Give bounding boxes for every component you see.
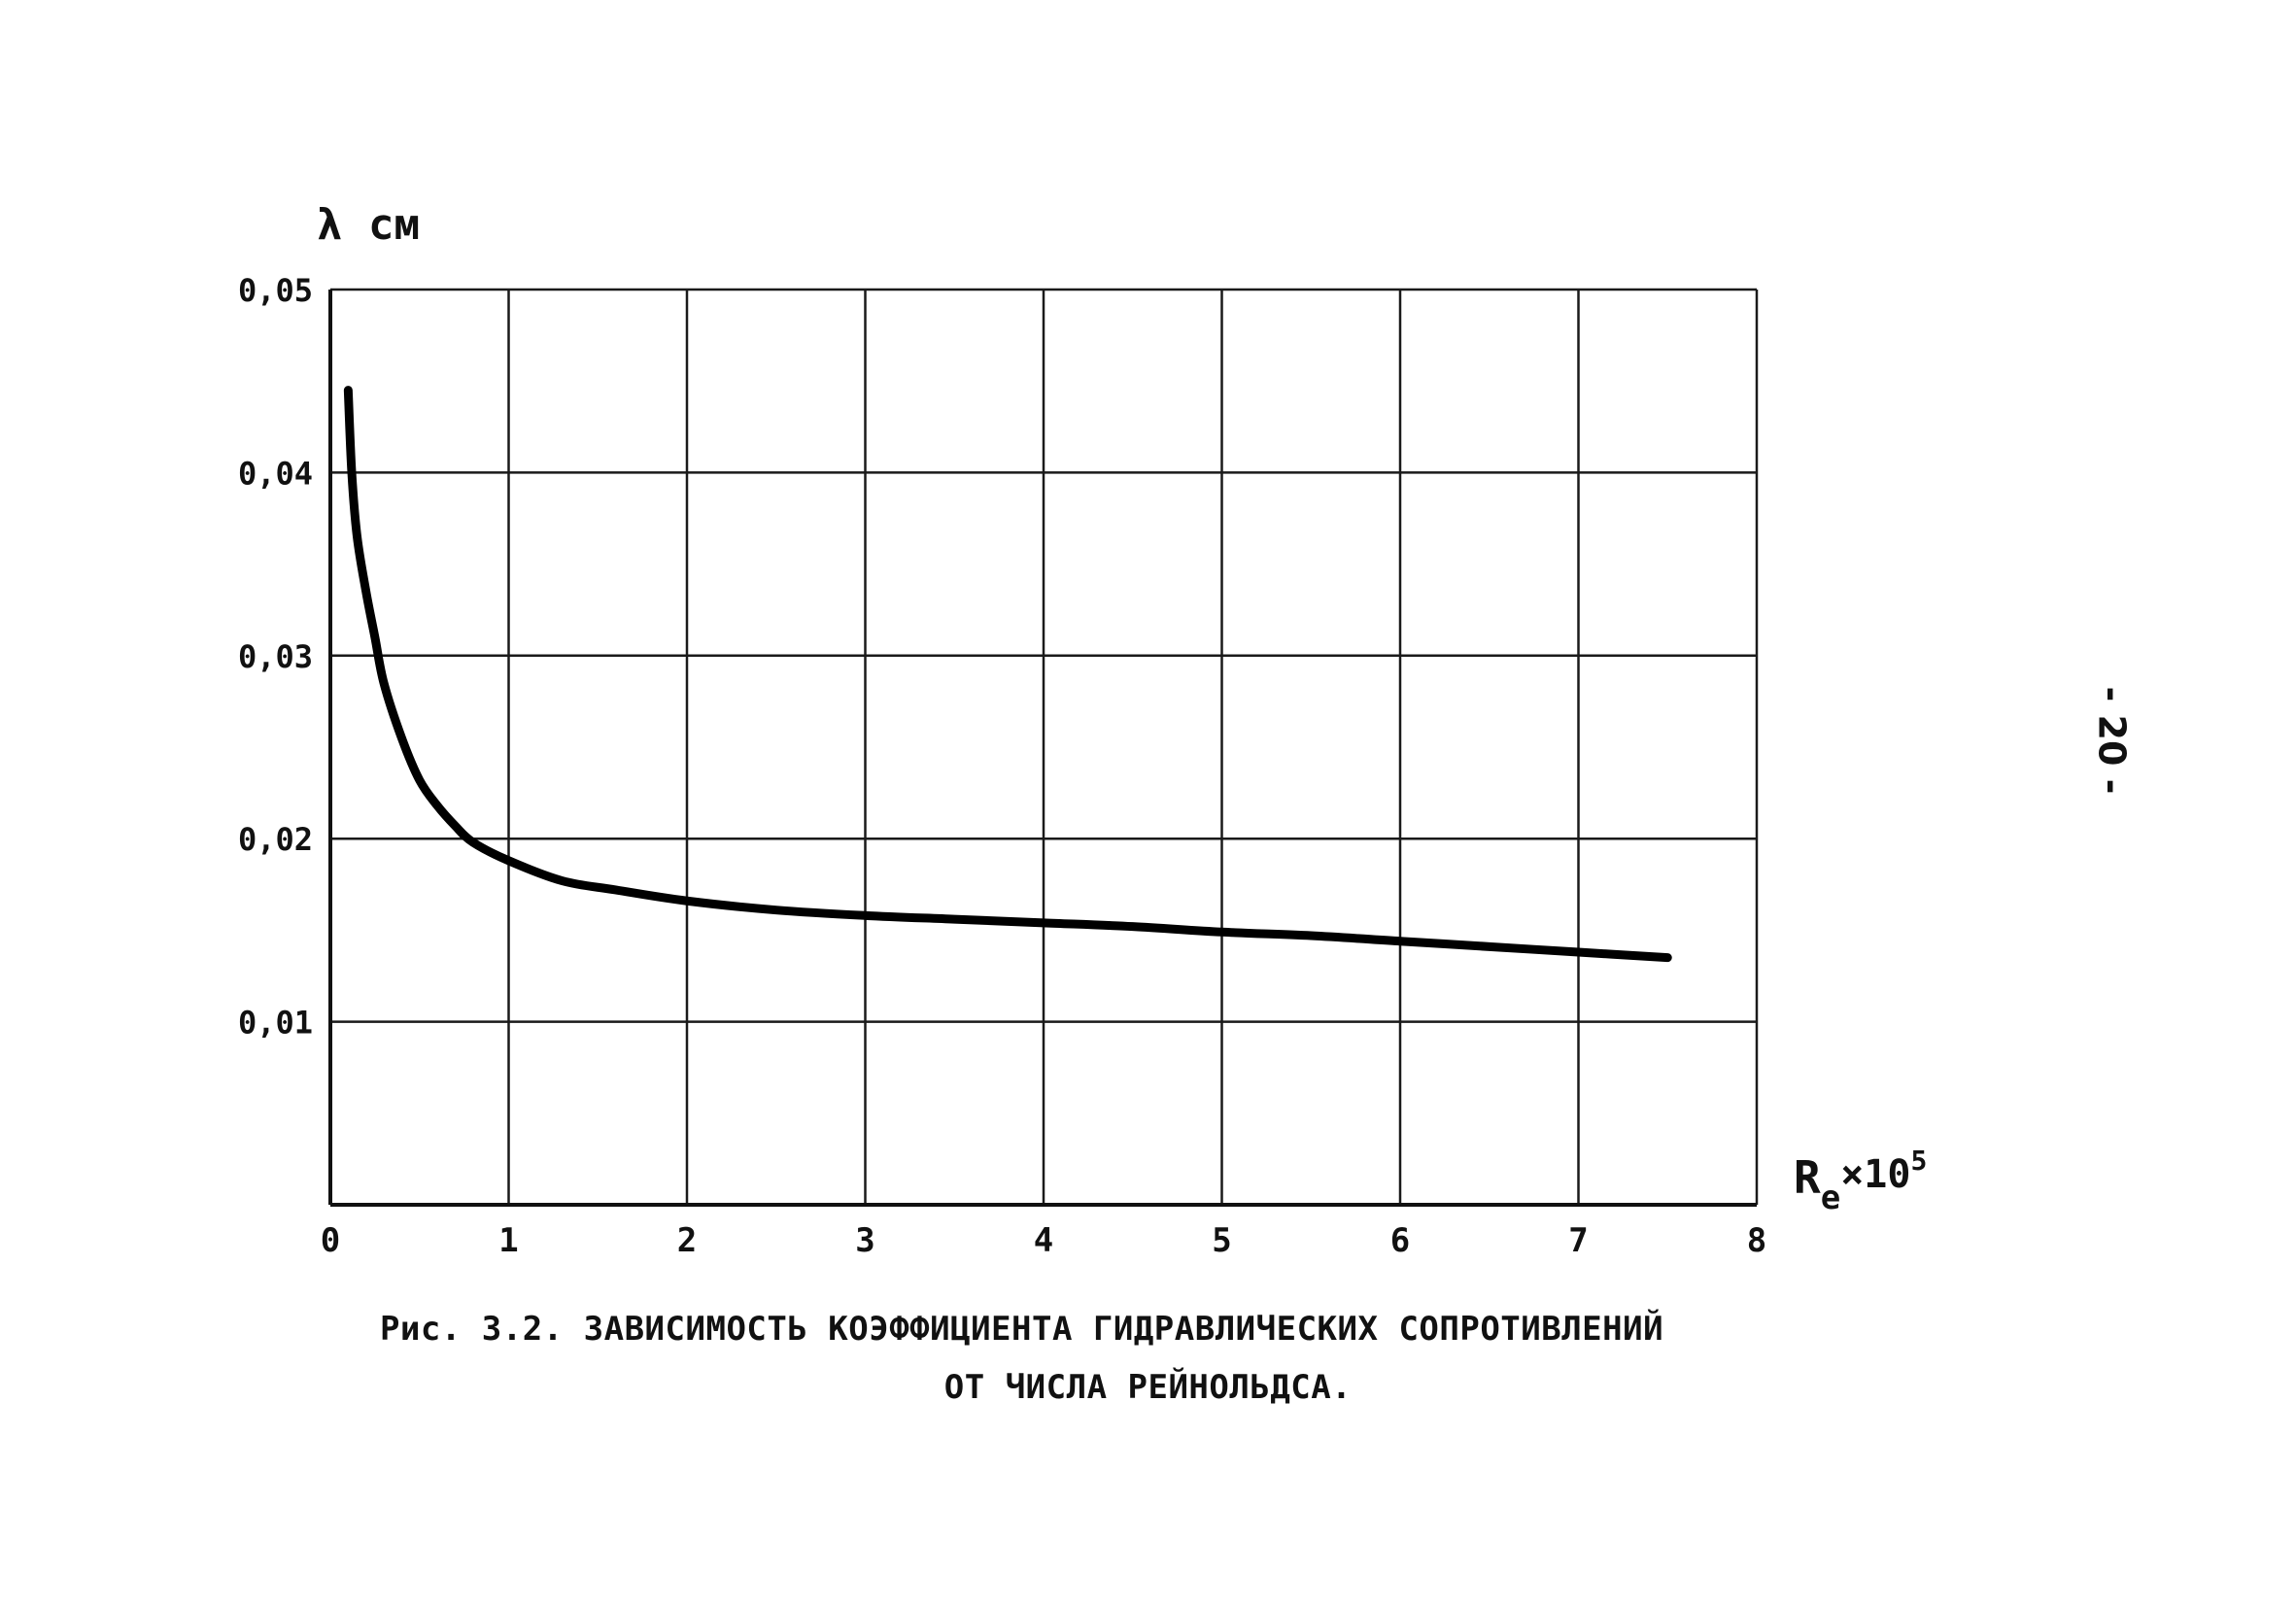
axes-layer [328,290,1757,1207]
x-tick-label: 1 [498,1221,518,1260]
series-line-lambda [343,386,1672,963]
figure-caption-line-2: ОТ ЧИСЛА РЕЙНОЛЬДСА. [943,1368,1353,1407]
y-tick-label: 0,04 [238,455,313,492]
x-axis-label-exponent: 5 [1910,1145,1927,1177]
tick-labels: 0 1 2 3 4 5 6 7 8 0,01 0,02 0,03 0,04 0,05 [238,272,1766,1260]
y-tick-label: 0,03 [238,638,313,675]
x-tick-label: 2 [677,1221,697,1260]
grid-layer [330,288,1759,1205]
x-tick-label: 5 [1212,1221,1231,1260]
page-number: - 20 - [2090,686,2134,795]
axis-labels: λ см Re×105 [317,200,1927,1217]
y-tick-label: 0,05 [238,272,313,309]
x-tick-label: 7 [1568,1221,1588,1260]
x-axis-label-multiplier: ×10 [1840,1152,1910,1197]
x-tick-label: 3 [855,1221,874,1260]
y-tick-label: 0,01 [238,1005,313,1042]
x-axis-label-subscript: e [1821,1179,1840,1217]
x-tick-label: 4 [1034,1221,1053,1260]
x-tick-label: 0 [321,1221,340,1260]
series-layer [343,386,1672,963]
x-axis-label-base: R [1794,1151,1821,1204]
y-axis-label: λ см [317,200,420,250]
figure-caption-line-1: Рис. 3.2. ЗАВИСИМОСТЬ КОЭФФИЦИЕНТА ГИДРА… [379,1310,1664,1349]
y-tick-label: 0,02 [238,821,313,858]
x-tick-label: 8 [1747,1221,1766,1260]
x-axis-label: Re×105 [1794,1145,1927,1217]
x-tick-label: 6 [1390,1221,1410,1260]
